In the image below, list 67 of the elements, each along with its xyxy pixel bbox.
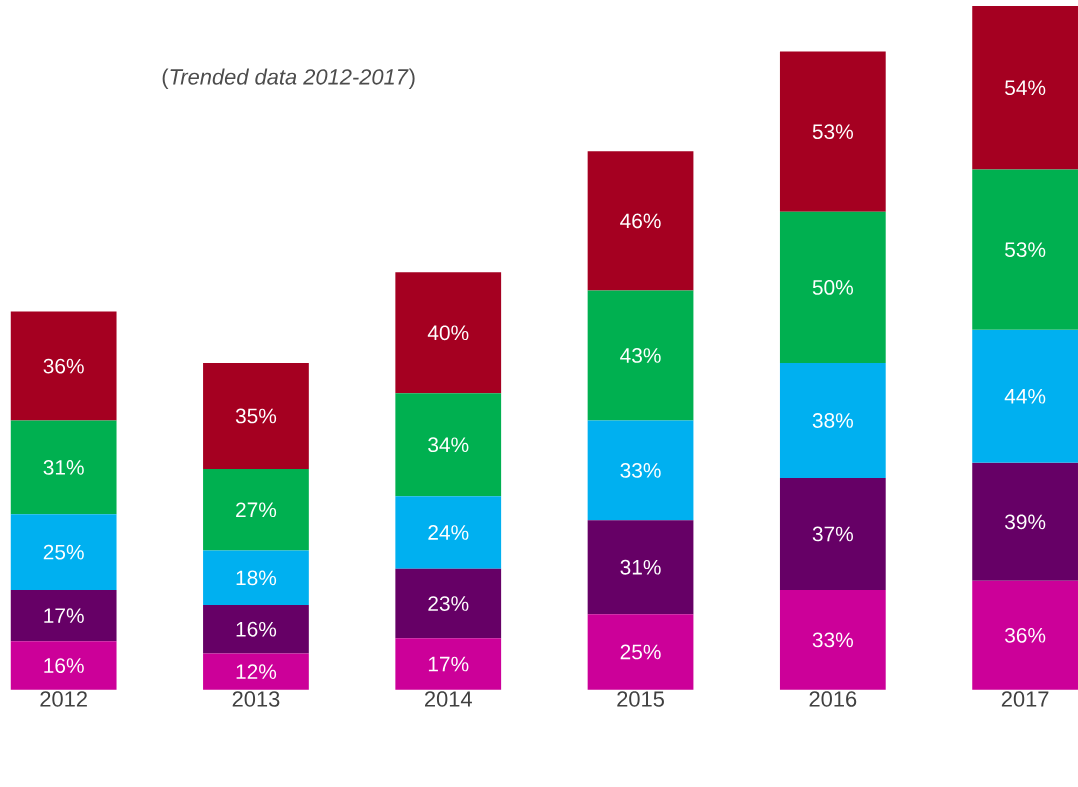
bar: [10, 590, 117, 642]
x-tick-label: 2012: [40, 691, 87, 708]
bar: [587, 420, 694, 521]
x-tick-label: 2015: [617, 691, 664, 708]
bar: [203, 469, 309, 551]
data-label: 44%: [1004, 389, 1046, 404]
data-label: 34%: [428, 437, 469, 453]
bar: [10, 641, 117, 690]
bar: [587, 290, 694, 421]
data-label: 43%: [620, 348, 661, 364]
data-label: 27%: [236, 502, 277, 518]
data-label: 23%: [428, 596, 469, 612]
data-label: 53%: [1005, 242, 1046, 258]
bar: [972, 6, 1078, 170]
bar: [395, 393, 502, 497]
bar: [972, 463, 1078, 582]
x-tick-label: 2013: [232, 691, 280, 708]
data-label: 16%: [44, 658, 84, 674]
data-label: 16%: [236, 622, 277, 637]
x-tick-label: 2017: [1001, 691, 1049, 708]
bar: [972, 169, 1078, 330]
bar: [203, 363, 309, 470]
x-tick-label: 2014: [425, 691, 472, 708]
bar: [10, 311, 117, 421]
data-label: 33%: [812, 632, 853, 648]
bar: [972, 581, 1078, 690]
data-label: 54%: [1005, 80, 1046, 96]
x-tick-label: 2016: [809, 691, 857, 708]
data-label: 53%: [812, 124, 853, 140]
bar: [587, 520, 694, 615]
data-label: 17%: [428, 656, 469, 672]
data-label: 33%: [620, 463, 661, 479]
bar: [395, 568, 502, 639]
text: (Trended data 2012-2017): [162, 68, 415, 90]
bar: [10, 420, 117, 515]
bar: [395, 272, 502, 394]
bar: [10, 514, 117, 591]
data-label: 18%: [236, 570, 277, 586]
bar: [203, 653, 309, 690]
data-label: 36%: [43, 358, 84, 374]
data-label: 24%: [428, 525, 469, 541]
data-label: 35%: [235, 408, 277, 424]
bar: [779, 363, 886, 479]
data-label: 36%: [1005, 628, 1046, 643]
data-label: 31%: [620, 560, 661, 575]
data-label: 37%: [812, 526, 853, 542]
data-label: 38%: [812, 413, 853, 429]
bar: [779, 211, 886, 364]
bar: [395, 638, 502, 690]
bar: [203, 605, 309, 654]
data-label: 25%: [43, 544, 84, 560]
bar: [779, 51, 886, 212]
data-label: 40%: [427, 325, 469, 341]
data-label: 46%: [620, 213, 661, 229]
bar: [395, 496, 502, 569]
data-label: 39%: [1005, 514, 1046, 530]
bar: [587, 614, 694, 690]
bar: [779, 478, 886, 591]
bar: [972, 329, 1078, 464]
data-label: 17%: [44, 608, 84, 624]
bar: [203, 550, 309, 606]
bar: [779, 590, 886, 690]
data-label: 25%: [620, 644, 661, 660]
data-label: 31%: [43, 460, 84, 476]
data-label: 50%: [812, 280, 853, 296]
bar: [587, 151, 694, 291]
data-label: 12%: [236, 664, 277, 680]
